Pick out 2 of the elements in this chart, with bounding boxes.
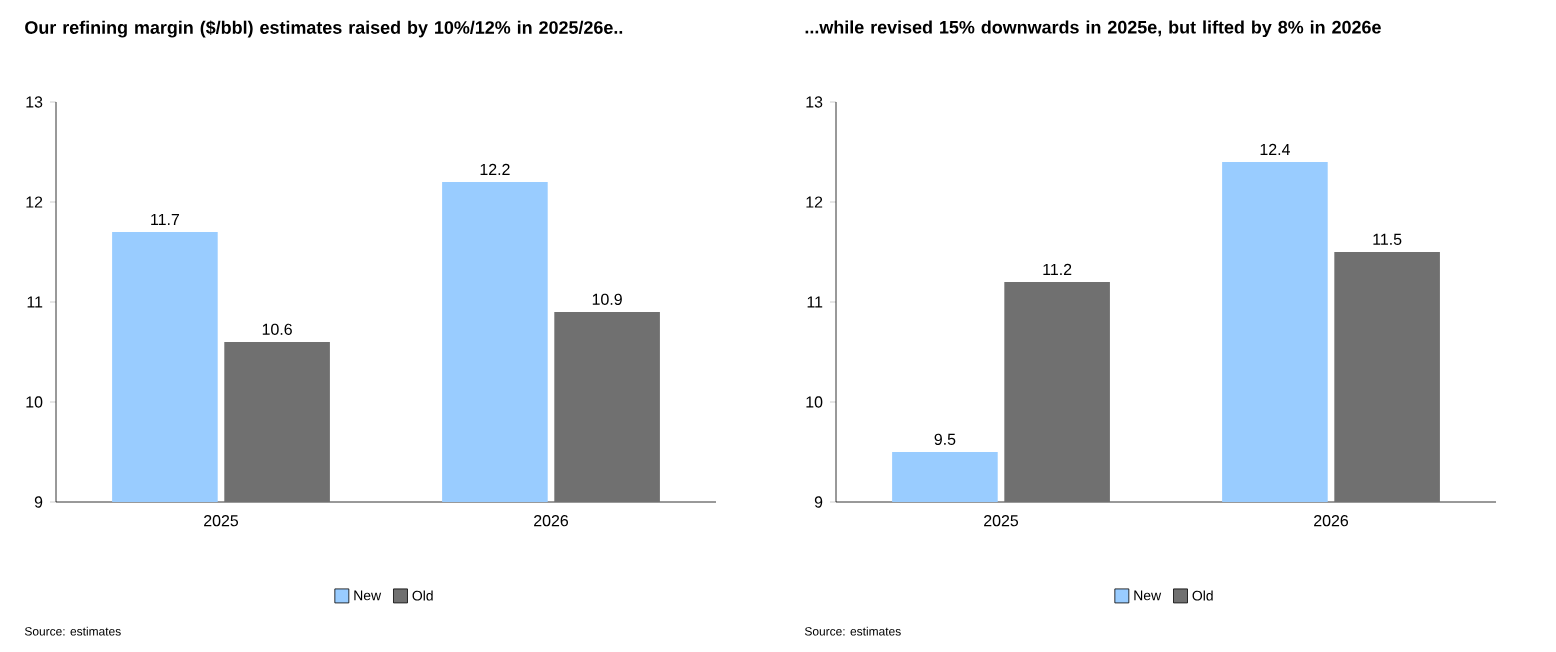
chart-title: ...while revised 15% downwards in 2025e, but lifted by 8% in 2026e xyxy=(805,20,1381,38)
chart-title: Our refining margin ($/bbl) estimates raised by 10%/12% in 2025/26e.. xyxy=(25,20,623,38)
